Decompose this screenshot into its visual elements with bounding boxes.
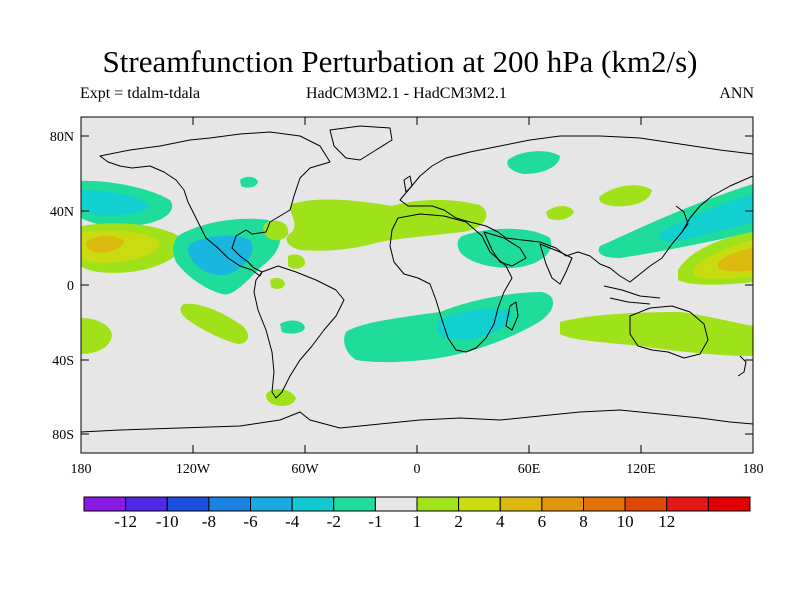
colorbar-swatch — [583, 496, 626, 512]
coastline-new-zealand — [737, 355, 747, 377]
coastline-uk — [403, 175, 413, 193]
colorbar-label: 2 — [454, 512, 463, 531]
contour-positive-n-pacific-west-core — [85, 235, 124, 253]
coastlines — [81, 125, 753, 433]
colorbar-label: 12 — [658, 512, 675, 531]
season-label: ANN — [719, 85, 754, 102]
contour-negative-nw-pacific — [598, 184, 753, 258]
map-background — [81, 117, 753, 453]
x-tick-label: 120E — [626, 462, 656, 477]
contour-positive-se-pacific — [180, 303, 249, 344]
contour-negative-central-america-core — [188, 235, 253, 276]
y-axis — [81, 135, 753, 435]
coastline-south-america — [253, 265, 345, 399]
colorbar — [83, 496, 751, 512]
colorbar-label: -6 — [243, 512, 257, 531]
coastline-north-america — [99, 131, 331, 277]
colorbar-label: 6 — [538, 512, 547, 531]
contour-positive-brazil — [270, 277, 285, 289]
x-tick-label: 180 — [743, 462, 764, 477]
coastline-arabia — [483, 231, 527, 267]
x-tick-label: 60W — [291, 462, 319, 477]
colorbar-swatch — [208, 496, 252, 512]
colorbar-swatch — [333, 496, 376, 512]
colorbar-label: 8 — [579, 512, 588, 531]
colorbar-swatch — [666, 496, 709, 512]
coastline-japan — [675, 205, 689, 233]
coastline-africa — [389, 213, 513, 353]
model-comparison-label: HadCM3M2.1 - HadCM3M2.1 — [306, 85, 507, 102]
colorbar-swatch — [541, 496, 585, 512]
colorbar-label: -2 — [327, 512, 341, 531]
x-tick-label: 0 — [414, 462, 421, 477]
colorbar-swatch — [166, 496, 210, 512]
coastline-eurasia — [399, 135, 753, 283]
x-tick-label: 180 — [71, 462, 92, 477]
contour-positive-tibet-west — [546, 206, 574, 220]
colorbar-swatch — [458, 496, 501, 512]
contour-negative-siberia — [507, 151, 560, 174]
colorbar-label: 10 — [617, 512, 634, 531]
contour-positive-atlantic-mediterranean — [286, 199, 487, 251]
contour-negative-ne-pacific-core — [81, 190, 150, 216]
colorbar-swatch — [83, 496, 127, 512]
contour-positive-south-pacific-west — [81, 318, 112, 354]
colorbar-label: 1 — [413, 512, 422, 531]
x-tick-label: 120W — [176, 462, 211, 477]
x-axis — [192, 117, 642, 453]
contour-positive-n-pacific-east-core — [718, 248, 753, 272]
y-tick-label: 80S — [52, 428, 74, 443]
coastline-antarctica — [81, 409, 753, 433]
coastline-india — [539, 243, 573, 285]
coastline-australia — [629, 305, 709, 359]
contour-negative-canada — [240, 176, 258, 188]
colorbar-label: 4 — [496, 512, 505, 531]
colorbar-swatch — [707, 496, 751, 512]
contour-positive-gulf — [263, 220, 289, 241]
coastline-greenland — [329, 125, 393, 161]
contour-positive-tibet-east — [599, 185, 652, 207]
x-tick-label: 60E — [518, 462, 541, 477]
colorbar-swatch — [374, 496, 418, 512]
y-tick-label: 0 — [67, 279, 74, 294]
experiment-label: Expt = tdalm-tdala — [80, 85, 201, 102]
colorbar-swatch — [624, 496, 668, 512]
contour-negative-nw-pacific-core — [658, 194, 753, 242]
coastline-madagascar — [505, 301, 519, 331]
coastline-indonesia — [603, 285, 661, 305]
y-tick-label: 40S — [52, 354, 74, 369]
contour-fields — [81, 151, 753, 406]
colorbar-swatch — [250, 496, 293, 512]
colorbar-label: -10 — [156, 512, 179, 531]
colorbar-swatch — [416, 496, 460, 512]
chart-title: Streamfunction Perturbation at 200 hPa (… — [102, 44, 698, 79]
colorbar-swatch — [125, 496, 168, 512]
colorbar-swatch — [499, 496, 543, 512]
colorbar-label: -1 — [368, 512, 382, 531]
contour-negative-arabia — [457, 228, 552, 268]
contour-positive-caribbean — [288, 254, 306, 269]
contour-negative-southern-africa-core — [436, 308, 512, 340]
colorbar-labels: -12 -10 -8 -6 -4 -2 -1 1 2 4 6 8 10 12 — [114, 512, 675, 531]
colorbar-label: -12 — [114, 512, 137, 531]
colorbar-label: -4 — [285, 512, 300, 531]
y-tick-label: 40N — [50, 205, 74, 220]
y-tick-label: 80N — [50, 130, 74, 145]
colorbar-label: -8 — [202, 512, 216, 531]
contour-negative-s-atlantic — [280, 320, 305, 334]
colorbar-swatch — [291, 496, 335, 512]
